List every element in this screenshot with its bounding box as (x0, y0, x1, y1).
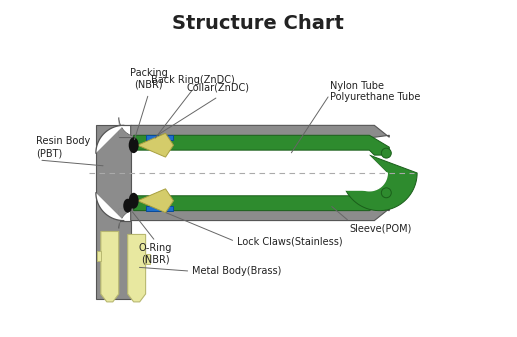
Circle shape (382, 148, 391, 158)
Polygon shape (134, 135, 389, 155)
Polygon shape (119, 117, 139, 137)
Text: Nylon Tube: Nylon Tube (330, 81, 384, 91)
Polygon shape (101, 232, 119, 302)
Polygon shape (96, 125, 131, 299)
Polygon shape (128, 235, 146, 302)
Text: Back Ring(ZnDC): Back Ring(ZnDC) (151, 75, 235, 85)
Polygon shape (96, 193, 124, 221)
Polygon shape (146, 254, 149, 264)
Polygon shape (134, 155, 387, 191)
Polygon shape (131, 125, 389, 137)
Polygon shape (119, 209, 139, 228)
Text: Packing
(NBR): Packing (NBR) (130, 68, 168, 90)
Polygon shape (138, 133, 174, 157)
Polygon shape (97, 251, 101, 261)
Polygon shape (146, 206, 174, 211)
Ellipse shape (123, 199, 132, 213)
Polygon shape (138, 189, 174, 213)
Text: Polyurethane Tube: Polyurethane Tube (330, 92, 420, 101)
Polygon shape (146, 135, 174, 140)
Text: O-Ring
(NBR): O-Ring (NBR) (139, 243, 172, 265)
Text: Structure Chart: Structure Chart (172, 14, 344, 33)
Text: Resin Body
(PBT): Resin Body (PBT) (36, 136, 90, 158)
Polygon shape (131, 209, 389, 221)
Ellipse shape (129, 137, 139, 153)
Ellipse shape (129, 193, 139, 209)
Text: Metal Body(Brass): Metal Body(Brass) (192, 266, 282, 276)
Polygon shape (342, 155, 417, 211)
Polygon shape (352, 173, 387, 191)
Text: Collar(ZnDC): Collar(ZnDC) (187, 83, 250, 93)
Circle shape (382, 188, 391, 198)
Text: Sleeve(POM): Sleeve(POM) (349, 223, 412, 234)
Text: Lock Claws(Stainless): Lock Claws(Stainless) (237, 236, 343, 246)
Polygon shape (134, 191, 389, 211)
Polygon shape (96, 125, 124, 153)
